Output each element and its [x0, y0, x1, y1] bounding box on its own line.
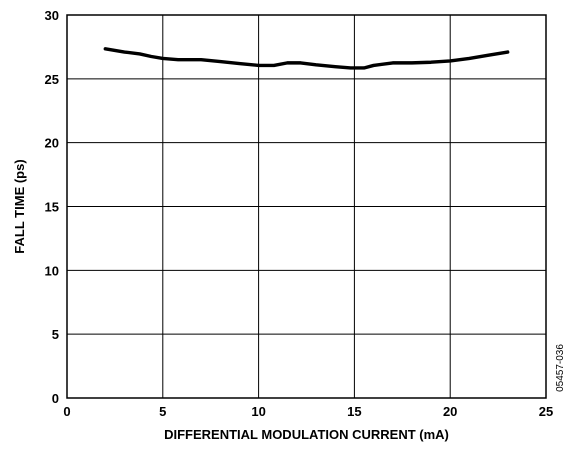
x-tick-label: 5: [159, 404, 166, 419]
fall-time-series-line: [103, 47, 510, 70]
y-axis-tick-labels: 0 5 10 15 20 25 30: [45, 8, 59, 406]
x-axis-tick-labels: 0 5 10 15 20 25: [63, 404, 553, 419]
y-tick-label: 15: [45, 200, 59, 215]
x-tick-label: 0: [63, 404, 70, 419]
x-tick-label: 10: [251, 404, 265, 419]
x-tick-label: 20: [443, 404, 457, 419]
grid-lines: [67, 15, 546, 398]
x-tick-label: 25: [539, 404, 553, 419]
figure-id-label: 05457-036: [555, 344, 566, 392]
y-tick-label: 10: [45, 263, 59, 278]
y-axis-title: FALL TIME (ps): [12, 159, 27, 253]
plot-area-frame: [66, 14, 547, 399]
y-tick-label: 25: [45, 72, 59, 87]
x-axis-title: DIFFERENTIAL MODULATION CURRENT (mA): [164, 427, 449, 442]
y-tick-label: 30: [45, 8, 59, 23]
y-tick-label: 0: [52, 391, 59, 406]
y-tick-label: 20: [45, 136, 59, 151]
x-tick-label: 15: [347, 404, 361, 419]
y-tick-label: 5: [52, 327, 59, 342]
